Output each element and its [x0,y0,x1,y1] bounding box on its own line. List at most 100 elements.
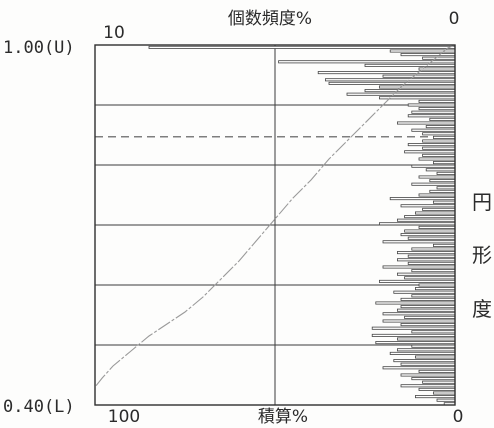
frequency-bar [429,189,456,193]
frequency-bar [418,67,456,71]
frequency-bar [364,89,456,93]
frequency-bar [414,355,456,359]
frequency-bar [382,366,456,370]
frequency-bar [432,161,456,165]
frequency-bar [346,92,456,96]
frequency-bar [378,222,456,226]
frequency-bar [411,128,456,132]
frequency-bar [389,351,456,355]
top-axis-right-value: 0 [449,9,460,29]
frequency-bar [418,283,456,287]
frequency-bar [414,287,456,291]
frequency-bar [396,258,456,262]
frequency-bar [418,157,456,161]
frequency-bar [278,60,456,64]
frequency-bar [418,225,456,229]
frequency-bar [407,236,456,240]
frequency-bar [418,369,456,373]
frequency-bar [422,146,456,150]
frequency-bar [407,261,456,265]
frequency-bar [418,175,456,179]
frequency-bar [418,99,456,103]
y-axis-char-3: 度 [472,297,492,321]
frequency-bar [422,153,456,157]
frequency-bar [317,71,456,75]
frequency-bar [436,186,456,190]
frequency-bar [393,290,456,294]
frequency-bar [422,132,456,136]
frequency-bar [400,233,456,237]
frequency-bar [364,63,456,67]
frequency-bar [382,312,456,316]
cumulative-curve [94,44,456,388]
bottom-axis-right-value: 0 [453,407,464,427]
frequency-bar [324,78,456,82]
frequency-bar [411,110,456,114]
frequency-bar [411,330,456,334]
frequency-bar [411,247,456,251]
frequency-bar [148,45,456,49]
frequency-bar [422,380,456,384]
frequency-bar [418,193,456,197]
frequency-bar [432,200,456,204]
frequency-bar [382,74,456,78]
bottom-axis-title: 積算% [258,407,308,427]
frequency-bar [400,305,456,309]
y-bottom-label: 0.40(L) [3,397,75,417]
frequency-bar [425,125,456,129]
frequency-bar [432,135,456,139]
top-axis-title: 個数頻度% [228,9,312,29]
frequency-bar [382,265,456,269]
frequency-bar [393,359,456,363]
frequency-bar [396,251,456,255]
plot-frame [94,44,456,406]
frequency-bar [411,182,456,186]
frequency-bar [371,326,456,330]
frequency-bar [396,348,456,352]
frequency-bar [411,344,456,348]
frequency-bar [378,279,456,283]
frequency-bars [148,45,456,406]
frequency-bar [378,85,456,89]
frequency-bar [418,387,456,391]
frequency-bar [436,398,456,402]
y-top-label: 1.00(U) [3,38,75,58]
frequency-bar [429,117,456,121]
frequency-bar [404,150,456,154]
frequency-bar [436,171,456,175]
frequency-bar [375,341,456,345]
frequency-bar [411,164,456,168]
frequency-bar [400,373,456,377]
frequency-bar [425,168,456,172]
frequency-bar [414,211,456,215]
frequency-bar [411,269,456,273]
frequency-bar [407,254,456,258]
frequency-bar [404,315,456,319]
frequency-bar [404,276,456,280]
frequency-bar [400,204,456,208]
frequency-bar [418,107,456,111]
frequency-bar [407,114,456,118]
frequency-bar [400,384,456,388]
frequency-bar [396,272,456,276]
y-axis-char-1: 円 [472,190,492,214]
frequency-bar [396,218,456,222]
top-axis-left-value: 10 [103,23,125,43]
frequency-bar [371,333,456,337]
frequency-bar [411,377,456,381]
frequency-bar [389,197,456,201]
frequency-bar [328,81,456,85]
frequency-bar [429,179,456,183]
frequency-bar [411,294,456,298]
frequency-bar [404,215,456,219]
frequency-bar [432,391,456,395]
frequency-bar [400,53,456,57]
frequency-bar [396,308,456,312]
frequency-bar [400,297,456,301]
frequency-bar [375,301,456,305]
frequency-bar [414,395,456,399]
frequency-bar [396,121,456,125]
y-axis-char-2: 形 [472,243,492,267]
frequency-bar [382,319,456,323]
